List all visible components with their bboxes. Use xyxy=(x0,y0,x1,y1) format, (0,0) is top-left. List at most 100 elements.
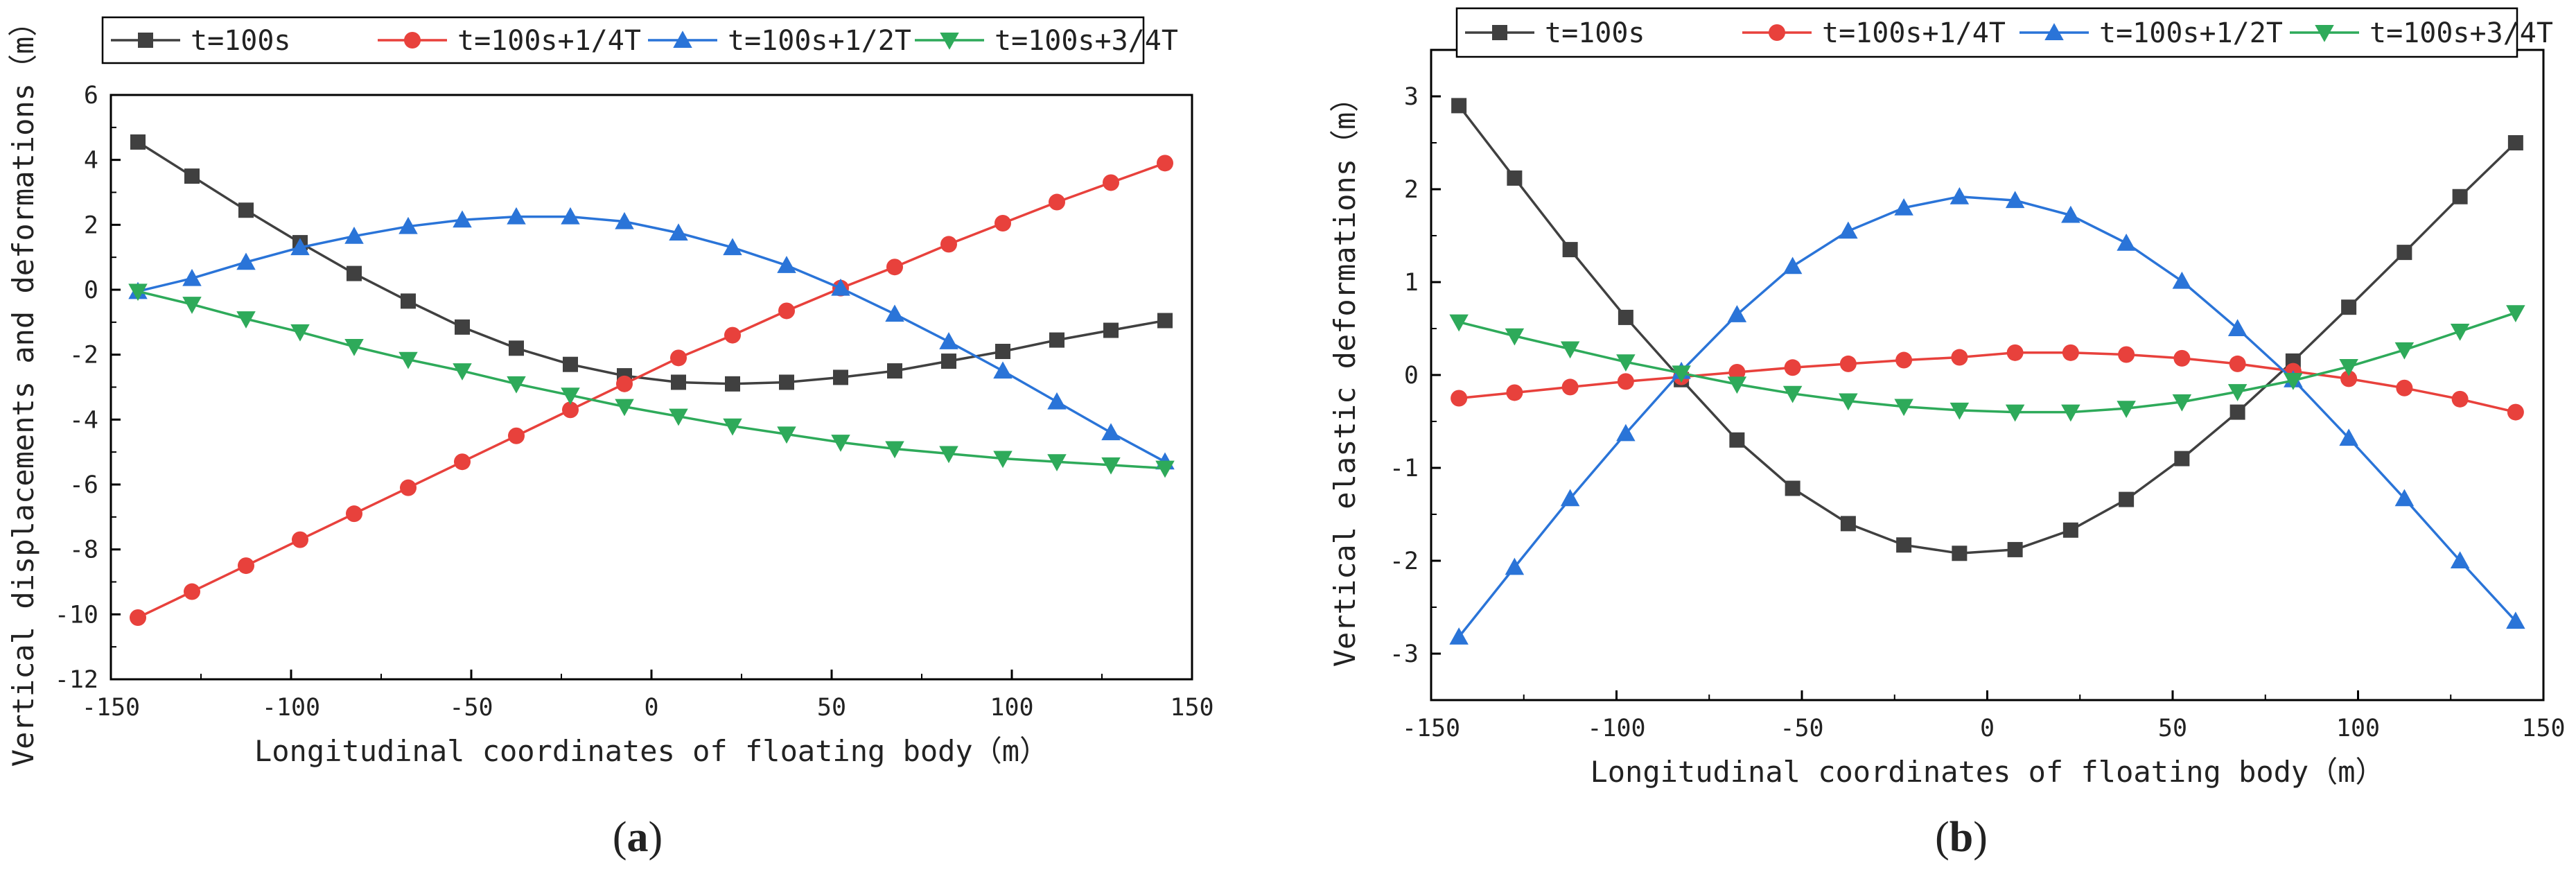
series-line xyxy=(137,215,1166,463)
data-point xyxy=(238,202,254,218)
data-point xyxy=(1727,376,1747,394)
data-point xyxy=(1784,359,1801,376)
data-point xyxy=(2172,394,2192,412)
data-point xyxy=(1949,186,1970,204)
data-point xyxy=(885,304,904,322)
data-point xyxy=(1839,393,1858,411)
data-point xyxy=(2061,205,2080,223)
data-point xyxy=(887,363,902,379)
data-point xyxy=(669,408,688,426)
data-point xyxy=(562,401,579,419)
data-point xyxy=(507,207,526,225)
data-point xyxy=(2507,135,2523,150)
data-point xyxy=(561,207,580,225)
data-point xyxy=(2007,541,2023,557)
data-point xyxy=(2451,390,2469,408)
legend-label: t=100s+1/2T xyxy=(728,25,911,57)
data-point xyxy=(563,356,578,372)
data-point xyxy=(2450,551,2470,568)
data-point xyxy=(2006,344,2024,361)
data-point xyxy=(2062,344,2079,361)
data-point xyxy=(670,349,687,367)
data-point xyxy=(2284,373,2303,390)
data-point xyxy=(941,354,956,369)
x-tick-label: 100 xyxy=(990,694,1033,722)
data-point xyxy=(1157,313,1173,329)
data-point xyxy=(1449,627,1469,645)
y-tick-label: -6 xyxy=(69,471,98,499)
data-point xyxy=(1839,221,1858,239)
data-point xyxy=(130,609,146,627)
legend-marker xyxy=(1769,24,1785,41)
y-tick-label: 0 xyxy=(84,277,98,304)
data-point xyxy=(616,375,633,392)
data-point xyxy=(238,557,254,575)
data-point xyxy=(1155,460,1175,478)
data-point xyxy=(1103,322,1119,338)
data-point xyxy=(1729,432,1745,448)
data-point xyxy=(1505,557,1525,575)
y-tick-label: -3 xyxy=(1390,640,1419,668)
data-point xyxy=(886,259,903,276)
y-axis-title: Vertical displacements and deformations（… xyxy=(6,8,40,767)
data-point xyxy=(2341,299,2357,315)
data-point xyxy=(1561,378,1579,396)
series-line xyxy=(1457,105,2517,555)
y-axis-title: Vertical elastic deformations（m） xyxy=(1328,83,1362,668)
y-tick-label: 2 xyxy=(84,211,98,239)
x-tick-label: 100 xyxy=(2336,715,2380,742)
data-point xyxy=(455,319,470,335)
data-point xyxy=(2227,319,2248,336)
data-point xyxy=(1560,341,1580,359)
data-point xyxy=(1047,392,1067,410)
data-point xyxy=(2005,191,2025,209)
data-point xyxy=(724,326,741,344)
data-point xyxy=(940,236,957,253)
series-3 xyxy=(128,284,1175,478)
data-point xyxy=(508,427,525,444)
x-tick-label: 150 xyxy=(1170,694,1213,722)
y-tick-label: -2 xyxy=(69,342,98,369)
legend-label: t=100s+1/4T xyxy=(1822,17,2006,49)
data-point xyxy=(1949,402,1970,420)
x-tick-label: 50 xyxy=(817,694,846,722)
y-tick-label: 0 xyxy=(1404,362,1419,390)
series-3 xyxy=(1449,305,2525,422)
series-line xyxy=(137,141,1166,385)
x-tick-label: -150 xyxy=(1402,715,1460,742)
legend-marker xyxy=(1492,25,1507,40)
data-point xyxy=(507,376,526,394)
x-tick-label: -50 xyxy=(1780,715,1823,742)
data-point xyxy=(1895,351,1913,369)
legend: t=100s t=100s+1/4T t=100s+1/2T t=100s+3/4T xyxy=(101,16,1178,64)
data-point xyxy=(1049,193,1065,211)
data-point xyxy=(615,211,634,229)
data-point xyxy=(1505,328,1525,346)
data-point xyxy=(671,374,686,390)
data-point xyxy=(2227,384,2248,401)
data-point xyxy=(1951,349,1968,366)
data-point xyxy=(833,369,848,385)
legend: t=100s t=100s+1/4T t=100s+1/2T t=100s+3/4T xyxy=(1455,7,2553,58)
data-point xyxy=(1616,354,1636,372)
data-point xyxy=(1616,424,1636,442)
data-point xyxy=(2118,346,2135,363)
data-point xyxy=(1894,198,1913,216)
data-point xyxy=(615,399,634,417)
data-point xyxy=(2506,611,2525,629)
legend-marker xyxy=(940,33,959,50)
data-point xyxy=(2339,428,2358,446)
legend-label: t=100s xyxy=(1545,17,1645,49)
data-point xyxy=(993,361,1013,379)
data-point xyxy=(344,338,364,356)
legend-marker xyxy=(673,30,692,48)
data-point xyxy=(777,256,796,273)
data-point xyxy=(2507,403,2524,421)
data-point xyxy=(723,418,742,436)
data-point xyxy=(778,302,795,320)
data-point xyxy=(1952,546,1968,561)
data-point xyxy=(1451,390,1468,407)
series-line xyxy=(1457,195,2517,638)
legend-marker xyxy=(2315,25,2334,42)
